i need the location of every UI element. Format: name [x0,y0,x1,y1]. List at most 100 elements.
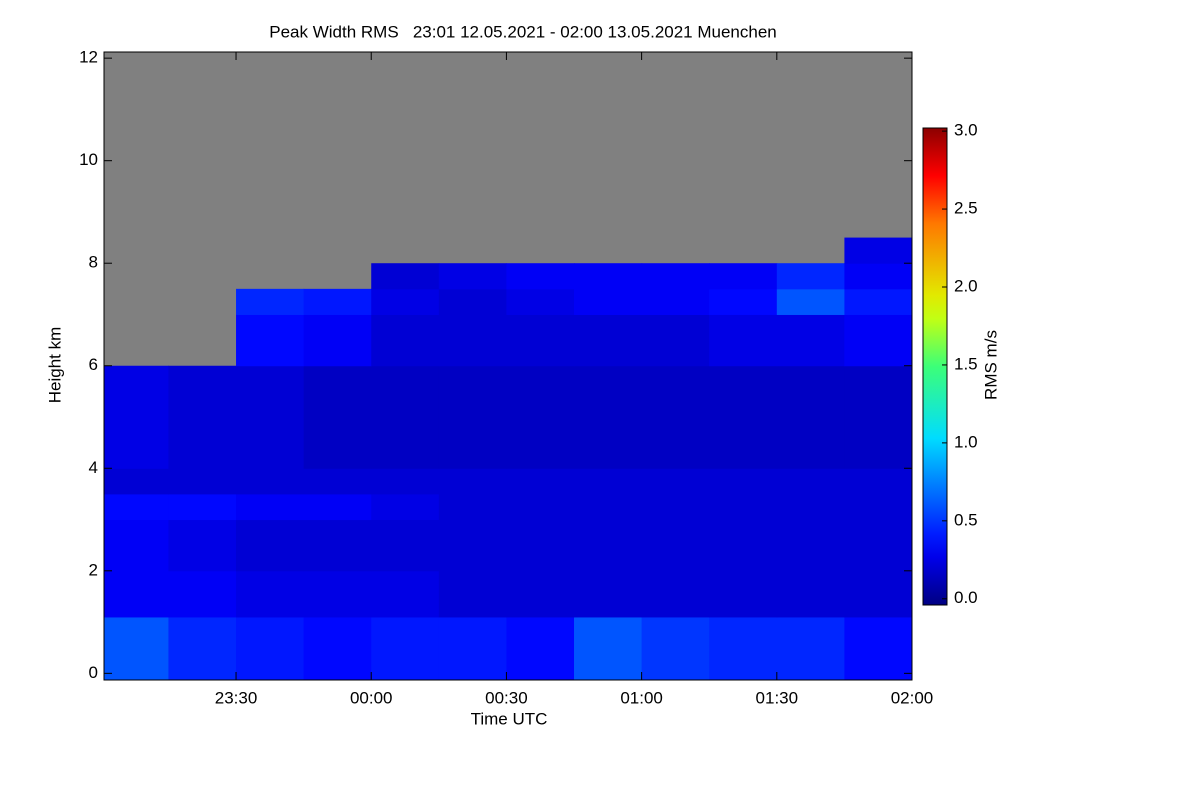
heatmap-cell [641,365,710,418]
heatmap-cell [709,616,778,681]
heatmap-cell [776,616,845,681]
heatmap-cell [844,493,913,521]
heatmap-cell [236,417,305,469]
heatmap-cell [303,468,372,495]
heatmap-cell [371,493,440,521]
heatmap-cell [506,519,575,572]
heatmap-cell [438,365,507,418]
heatmap-cell [371,616,440,681]
heatmap-cell [438,263,507,290]
heatmap-cell [709,263,778,290]
heatmap-cell [641,570,710,618]
heatmap-cell [104,417,169,469]
heatmap-cell [104,365,169,418]
heatmap-cell [506,263,575,290]
x-tick-label: 01:30 [756,688,799,707]
chart-title: Peak Width RMS 23:01 12.05.2021 - 02:00 … [269,22,777,41]
heatmap-cell [371,570,440,618]
heatmap-cell [776,365,845,418]
heatmap-cell [438,288,507,315]
heatmap-cell [709,288,778,315]
heatmap-cell [574,314,643,367]
heatmap-cell [236,519,305,572]
heatmap-cell [438,570,507,618]
heatmap-cell [506,314,575,367]
y-tick-label: 2 [89,560,98,579]
heatmap-cell [506,288,575,315]
heatmap-cell [303,417,372,469]
heatmap-cell [168,493,237,521]
heatmap-cell [506,417,575,469]
heatmap-cell [844,314,913,367]
heatmap-cell [776,314,845,367]
heatmap-cell [641,417,710,469]
heatmap-cell [438,616,507,681]
heatmap-cell [303,519,372,572]
heatmap-cell [168,519,237,572]
heatmap-cell [104,519,169,572]
heatmap-cell [709,365,778,418]
heatmap-cell [641,493,710,521]
heatmap-cell [506,468,575,495]
heatmap-cell [776,519,845,572]
heatmap-cell [438,468,507,495]
heatmap-cell [236,493,305,521]
heatmap-cell [574,468,643,495]
heatmap-cell [709,570,778,618]
heatmap-cell [303,493,372,521]
x-tick-label: 00:00 [350,688,393,707]
heatmap-cell [236,288,305,315]
heatmap-cell [371,519,440,572]
heatmap-cell [371,263,440,290]
heatmap-cell [574,519,643,572]
y-tick-label: 6 [89,355,98,374]
heatmap-cell [371,468,440,495]
heatmap-cell [104,570,169,618]
heatmap-cell [641,519,710,572]
heatmap-cell [574,616,643,681]
heatmap-cell [371,288,440,315]
heatmap-cell [776,570,845,618]
heatmap-cell [641,263,710,290]
heatmap-cell [574,365,643,418]
y-tick-label: 8 [89,253,98,272]
heatmap-cell [303,288,372,315]
heatmap-cell [776,417,845,469]
y-tick-label: 4 [89,458,98,477]
heatmap-cell [844,570,913,618]
y-axis-label: Height km [45,327,64,404]
x-tick-label: 02:00 [891,688,934,707]
heatmap-cell [574,493,643,521]
heatmap-cell [709,314,778,367]
heatmap-cell [371,417,440,469]
heatmap-cell [236,314,305,367]
colorbar-tick-label: 1.0 [954,432,978,451]
colorbar-tick-label: 3.0 [954,121,978,140]
heatmap-cell [844,365,913,418]
heatmap-cell [303,365,372,418]
heatmap-cell [303,570,372,618]
heatmap-cell [506,365,575,418]
heatmap-cell [844,616,913,681]
x-tick-label: 00:30 [485,688,528,707]
heatmap-cell [844,519,913,572]
heatmap-cell [641,468,710,495]
y-tick-label: 12 [79,48,98,67]
y-tick-label: 0 [89,663,98,682]
heatmap-cell [776,468,845,495]
heatmap-cell [844,468,913,495]
heatmap-cell [776,288,845,315]
colorbar-tick-label: 1.5 [954,354,978,373]
heatmap-cell [844,417,913,469]
heatmap-cell [236,570,305,618]
x-tick-label: 23:30 [215,688,258,707]
heatmap-cell [438,417,507,469]
colorbar-label: RMS m/s [981,330,1000,400]
heatmap-cell [438,314,507,367]
heatmap-cell [168,570,237,618]
colorbar [922,127,948,606]
heatmap-cell [641,288,710,315]
heatmap-cell [371,314,440,367]
colorbar-tick-label: 2.5 [954,199,978,218]
heatmap-cell [438,493,507,521]
